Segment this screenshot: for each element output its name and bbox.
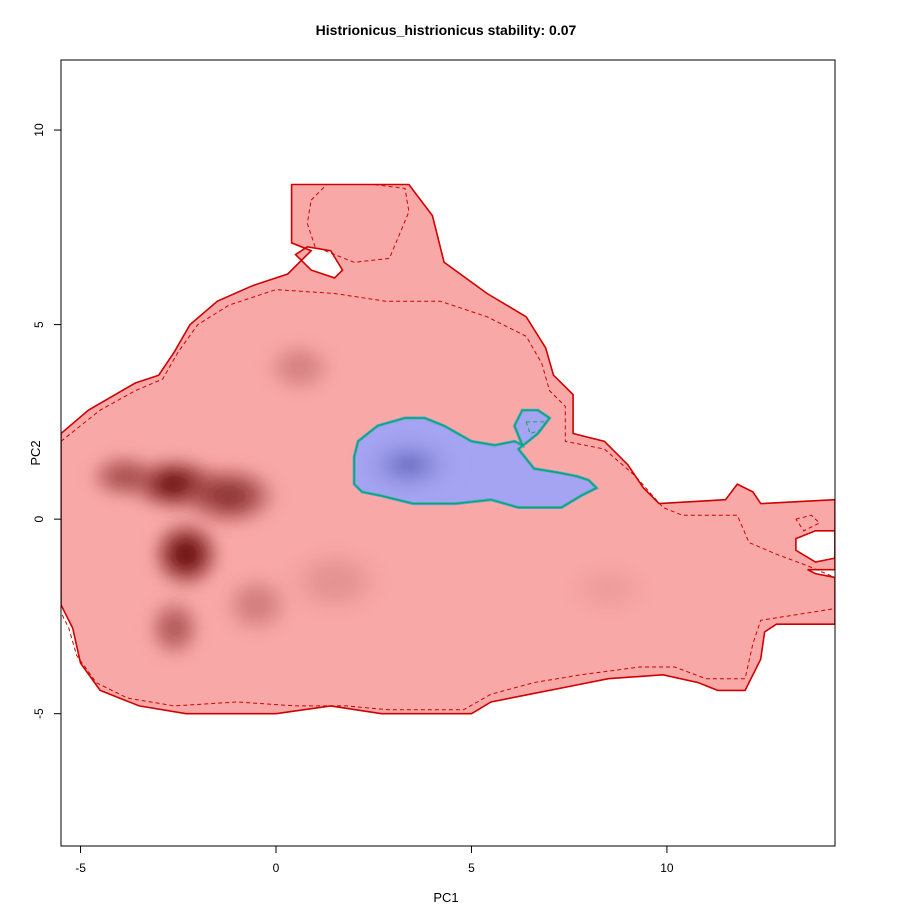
- x-axis-label: PC1: [433, 890, 458, 905]
- niche-hole-border: [294, 245, 344, 279]
- chart-title: Histrionicus_histrionicus stability: 0.0…: [316, 22, 577, 38]
- x-tick-label: -5: [75, 861, 86, 875]
- density-blob: [174, 460, 284, 531]
- density-blob: [84, 449, 163, 504]
- y-axis-label: PC2: [28, 440, 43, 465]
- niche-contour: [795, 514, 821, 532]
- plot-frame: [60, 59, 836, 847]
- plot-area: [61, 183, 835, 715]
- density-blob: [147, 515, 226, 594]
- x-tick-label: 5: [468, 861, 475, 875]
- y-tick-label: 10: [32, 123, 46, 137]
- x-axis: -5 0 5 10: [75, 846, 674, 875]
- niche-contour: [61, 289, 835, 711]
- y-tick-label: 5: [32, 321, 46, 328]
- overlap-border: [353, 409, 598, 509]
- density-blob: [143, 593, 206, 664]
- density-layer: [84, 336, 656, 664]
- density-blob: [561, 558, 656, 621]
- overlap-niche: [352, 408, 600, 509]
- niche-contour: [306, 184, 410, 263]
- density-blob: [279, 542, 390, 621]
- x-tick-label: 0: [273, 861, 280, 875]
- y-tick-label: 0: [32, 515, 46, 522]
- density-blob: [217, 569, 296, 640]
- y-tick-label: -5: [32, 708, 46, 719]
- y-axis: -5 0 5 10: [32, 123, 61, 719]
- density-blob: [260, 336, 339, 399]
- overlap-contour: [525, 421, 547, 435]
- niche-hole-border: [795, 530, 835, 563]
- x-tick-label: 10: [660, 861, 674, 875]
- overlap-density: [354, 429, 464, 500]
